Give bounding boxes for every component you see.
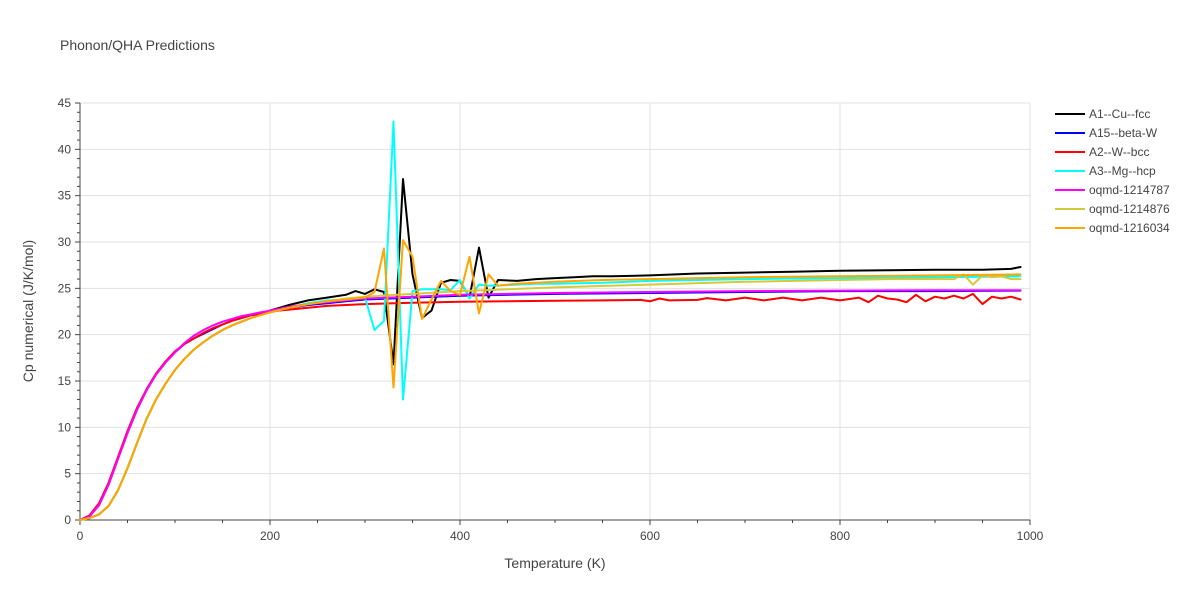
x-tick-label: 800 [830,529,850,543]
x-tick-label: 400 [450,529,470,543]
y-tick-label: 40 [58,142,72,156]
legend-item-a15-beta-w[interactable]: A15--beta-W [1055,126,1158,140]
y-tick-label: 0 [64,513,71,527]
grid-layer [80,102,1031,520]
y-tick-label: 5 [64,467,71,481]
series-line-a1-cu-fcc [79,178,1022,521]
y-tick-label: 25 [58,281,72,295]
series-line-oqmd-1216034 [79,239,1022,521]
legend-label: oqmd-1214787 [1089,183,1170,197]
legend[interactable]: A1--Cu--fcc A15--beta-W A2--W--bcc A3--Mg--… [1055,107,1170,235]
y-tick-label: 45 [58,96,72,110]
series-line-oqmd-1214876 [79,273,1022,521]
series-line-oqmd-1214787 [79,289,1022,521]
y-tick-label: 15 [58,374,72,388]
axis-layer: 0 200 400 600 800 1000 0 5 10 15 20 25 30 35 40 45 [58,96,1044,543]
legend-item-a1-cu-fcc[interactable]: A1--Cu--fcc [1055,107,1150,121]
y-axis-title: Cp numerical (J/K/mol) [20,240,36,382]
legend-label: oqmd-1214876 [1089,202,1170,216]
legend-label: oqmd-1216034 [1089,221,1170,235]
legend-item-oqmd-1216034[interactable]: oqmd-1216034 [1055,221,1170,235]
legend-label: A3--Mg--hcp [1089,164,1156,178]
x-tick-label: 200 [260,529,280,543]
x-tick-label: 0 [77,529,84,543]
series-line-a3-mg-hcp [79,120,1022,521]
x-tick-label: 1000 [1017,529,1044,543]
legend-item-a3-mg-hcp[interactable]: A3--Mg--hcp [1055,164,1156,178]
legend-label: A15--beta-W [1089,126,1158,140]
series-layer [79,120,1022,521]
legend-label: A1--Cu--fcc [1089,107,1150,121]
x-axis-title: Temperature (K) [504,555,605,571]
y-tick-label: 30 [58,235,72,249]
y-tick-label: 10 [58,420,72,434]
legend-item-oqmd-1214876[interactable]: oqmd-1214876 [1055,202,1170,216]
legend-item-a2-w-bcc[interactable]: A2--W--bcc [1055,145,1149,159]
series-line-a2-w-bcc [79,292,1022,521]
legend-label: A2--W--bcc [1089,145,1149,159]
y-tick-label: 20 [58,328,72,342]
chart-title: Phonon/QHA Predictions [60,37,215,53]
legend-item-oqmd-1214787[interactable]: oqmd-1214787 [1055,183,1170,197]
x-tick-label: 600 [640,529,660,543]
y-tick-label: 35 [58,189,72,203]
